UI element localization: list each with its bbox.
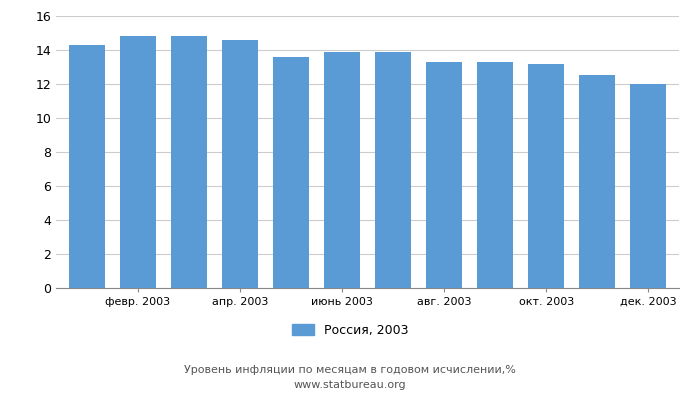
Bar	[120, 36, 155, 288]
Text: www.statbureau.org: www.statbureau.org	[294, 380, 406, 390]
Legend: Россия, 2003: Россия, 2003	[286, 319, 414, 342]
Bar	[631, 84, 666, 288]
Bar	[528, 64, 564, 288]
Text: Уровень инфляции по месяцам в годовом исчислении,%: Уровень инфляции по месяцам в годовом ис…	[184, 365, 516, 375]
Bar	[426, 62, 462, 288]
Bar	[580, 76, 615, 288]
Bar	[222, 40, 258, 288]
Bar	[69, 45, 104, 288]
Bar	[324, 52, 360, 288]
Bar	[375, 52, 411, 288]
Bar	[171, 36, 206, 288]
Bar	[273, 57, 309, 288]
Bar	[477, 62, 513, 288]
